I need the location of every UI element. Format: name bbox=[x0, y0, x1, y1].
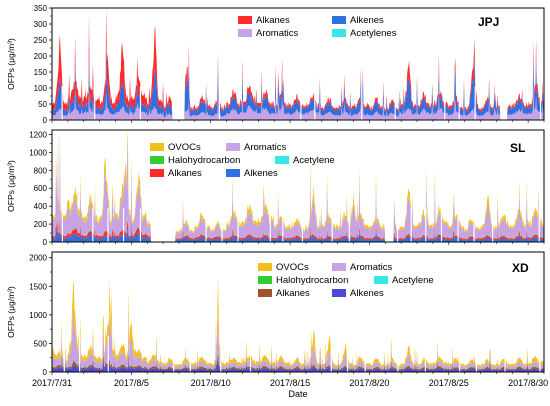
legend-swatch bbox=[332, 16, 346, 24]
legend-label: OVOCs bbox=[168, 142, 201, 153]
ytick-label: 0 bbox=[43, 238, 48, 247]
legend-swatch bbox=[238, 16, 252, 24]
site-label: XD bbox=[512, 261, 529, 275]
legend-label: Acetylenes bbox=[350, 28, 397, 39]
ytick-label: 600 bbox=[34, 184, 48, 193]
legend-swatch bbox=[374, 276, 388, 284]
area-xd-aromatics bbox=[52, 310, 544, 370]
x-axis-label: Date bbox=[288, 389, 307, 399]
xtick-label: 2017/7/31 bbox=[32, 378, 72, 388]
plot-border-xd bbox=[51, 251, 545, 373]
legend-label: Aromatics bbox=[244, 142, 286, 153]
area-jpj-acetylenes bbox=[52, 117, 544, 120]
legend-swatch bbox=[258, 263, 272, 271]
plot-border-sl bbox=[51, 129, 545, 243]
legend-label: Alkanes bbox=[276, 288, 310, 299]
legend-label: Alkanes bbox=[168, 168, 202, 179]
ytick-label: 0 bbox=[43, 368, 48, 377]
area-sl-aromatics bbox=[52, 131, 544, 242]
plot-frame-xd bbox=[51, 251, 545, 373]
ytick-label: 500 bbox=[34, 339, 48, 348]
area-jpj-aromatics bbox=[52, 85, 544, 120]
legend-swatch bbox=[226, 143, 240, 151]
y-axis-label: OFPs (μg/m³) bbox=[6, 286, 16, 338]
y-axis-label: OFPs (μg/m³) bbox=[6, 160, 16, 212]
ytick-label: 1500 bbox=[29, 282, 47, 291]
area-jpj-alkanes bbox=[52, 8, 544, 120]
xtick-label: 2017/8/25 bbox=[429, 378, 469, 388]
legend-label: Alkenes bbox=[350, 15, 384, 26]
legend-swatch bbox=[332, 29, 346, 37]
legend-swatch bbox=[258, 276, 272, 284]
panel-jpj: 0 50 100 150 200 250 300 350 OFPs (μg/m³) JPJ Alka… bbox=[6, 4, 545, 125]
ytick-label: 2000 bbox=[29, 254, 47, 263]
area-xd-alkenes bbox=[52, 359, 544, 372]
ytick-label: 200 bbox=[34, 220, 48, 229]
area-sl-ovocs bbox=[52, 130, 544, 242]
legend-label: Alkenes bbox=[244, 168, 278, 179]
area-jpj-alkenes bbox=[52, 43, 544, 120]
legend-swatch bbox=[226, 169, 240, 177]
legend-label: Acetylene bbox=[392, 275, 434, 286]
legend-swatch bbox=[238, 29, 252, 37]
ytick-label: 300 bbox=[34, 20, 48, 29]
ytick-label: 1000 bbox=[29, 311, 47, 320]
legend-swatch bbox=[258, 289, 272, 297]
site-label: JPJ bbox=[478, 15, 499, 29]
ytick-label: 150 bbox=[34, 68, 48, 77]
legend-label: Acetylene bbox=[293, 155, 335, 166]
panel-sl: 0 200 400 600 800 1000 1200 OFPs (μg/m³) SL OVOCs… bbox=[6, 129, 545, 247]
legend-label: Halohydrocarbon bbox=[168, 155, 240, 166]
legend-label: OVOCs bbox=[276, 262, 309, 273]
ytick-label: 200 bbox=[34, 52, 48, 61]
legend-swatch bbox=[150, 169, 164, 177]
ytick-label: 350 bbox=[34, 4, 48, 13]
ytick-label: 1000 bbox=[29, 148, 47, 157]
legend-swatch bbox=[150, 156, 164, 164]
legend-label: Alkenes bbox=[350, 288, 384, 299]
legend-swatch bbox=[150, 143, 164, 151]
ytick-label: 400 bbox=[34, 202, 48, 211]
area-xd-alkanes bbox=[52, 353, 544, 371]
legend-swatch bbox=[332, 263, 346, 271]
xtick-label: 2017/8/20 bbox=[349, 378, 389, 388]
xtick-label: 2017/8/15 bbox=[270, 378, 310, 388]
panel-xd: 0 500 1000 1500 2000 OFPs (μg/m³) XD OVOCs Aroma… bbox=[6, 251, 545, 377]
legend-swatch bbox=[275, 156, 289, 164]
legend-label: Aromatics bbox=[350, 262, 392, 273]
site-label: SL bbox=[510, 141, 525, 155]
xtick-label: 2017/8/30 bbox=[508, 378, 548, 388]
y-axis-label: OFPs (μg/m³) bbox=[6, 38, 16, 90]
ytick-label: 100 bbox=[34, 84, 48, 93]
ytick-label: 250 bbox=[34, 36, 48, 45]
xtick-label: 2017/8/10 bbox=[191, 378, 231, 388]
legend-label: Halohydrocarbon bbox=[276, 275, 348, 286]
ytick-label: 50 bbox=[38, 100, 47, 109]
ytick-label: 1200 bbox=[29, 130, 47, 139]
legend-label: Aromatics bbox=[256, 28, 298, 39]
ytick-label: 800 bbox=[34, 166, 48, 175]
area-sl-alkenes bbox=[52, 224, 544, 242]
xtick-label: 2017/8/5 bbox=[114, 378, 149, 388]
legend-label: Alkanes bbox=[256, 15, 290, 26]
legend-swatch bbox=[332, 289, 346, 297]
area-sl-alkanes bbox=[52, 215, 544, 242]
ytick-label: 0 bbox=[43, 116, 48, 125]
